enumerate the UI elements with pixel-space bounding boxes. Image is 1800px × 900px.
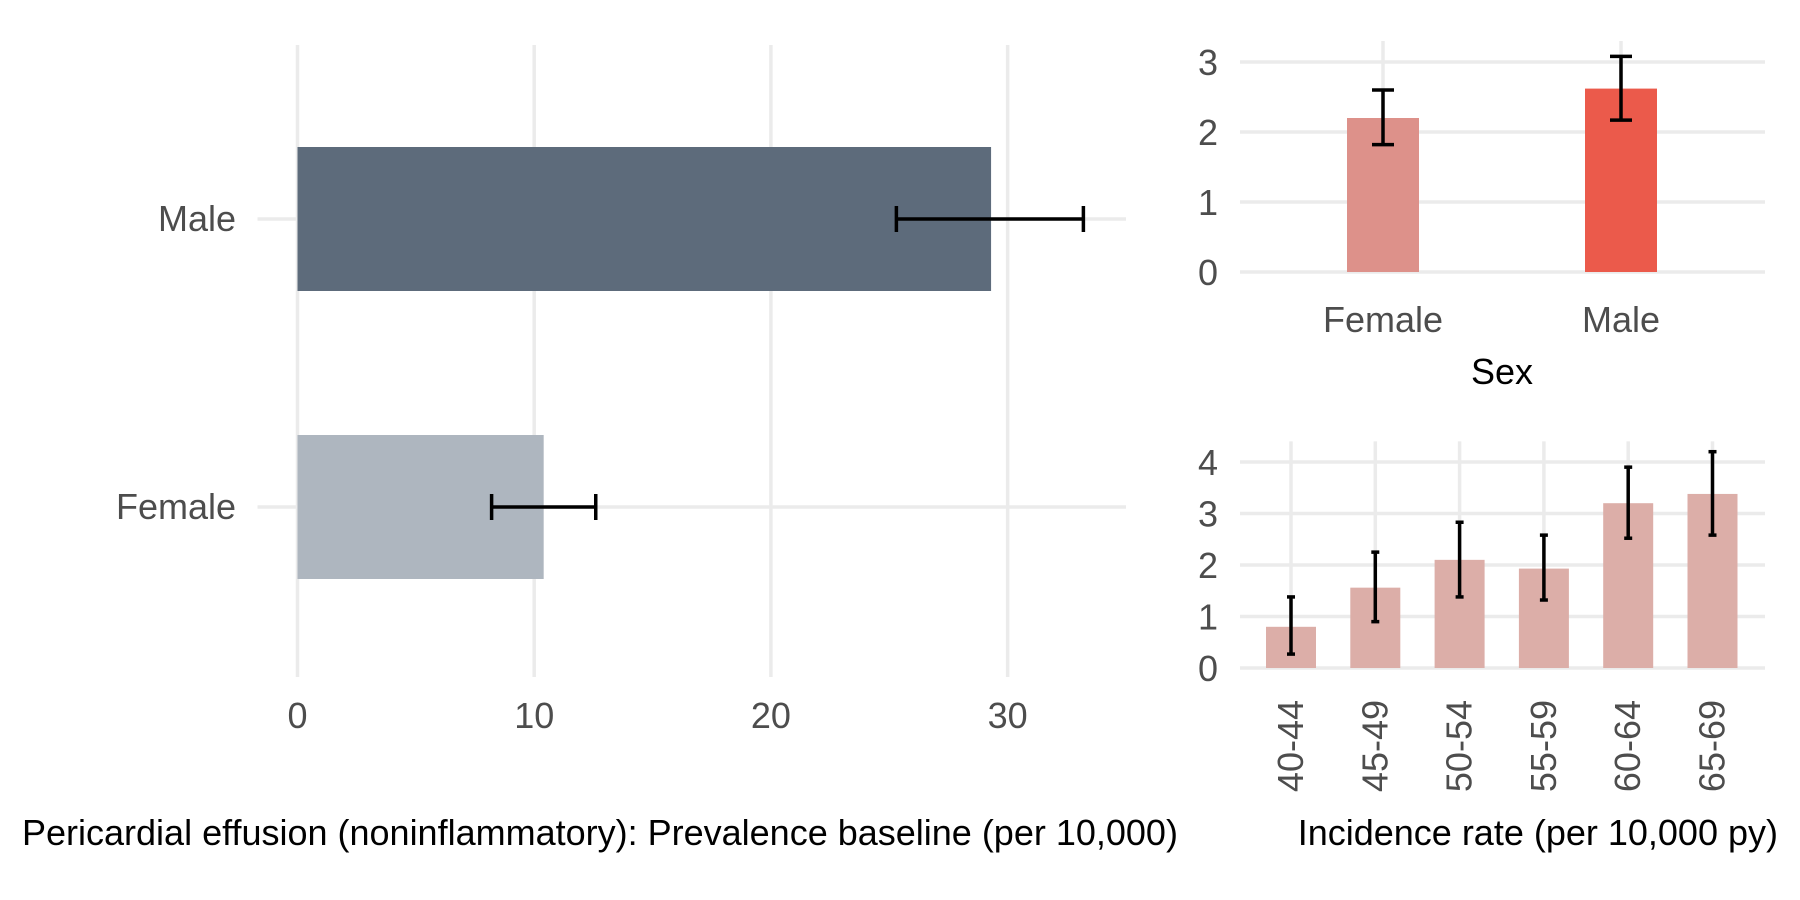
x-tick-label: 55-59 [1523,700,1564,792]
x-tick-label: 40-44 [1270,700,1311,792]
x-tick-label: Female [1323,299,1443,340]
x-axis-title: Incidence rate (per 10,000 py) [1298,812,1778,853]
y-tick-label: 2 [1198,545,1218,586]
y-tick-label: 0 [1198,252,1218,293]
y-tick-label: 4 [1198,442,1218,483]
age-incidence-panel: 0 1 2 3 4 40-44 45-49 50-54 55-59 60-64 65-69 Incid… [1198,441,1778,853]
x-tick-label: 30 [988,695,1028,736]
x-axis-title: Pericardial effusion (noninflammatory): … [22,812,1178,853]
y-tick-label: 2 [1198,112,1218,153]
y-tick-label: Female [116,486,236,527]
x-tick-label: 50-54 [1439,700,1480,792]
x-tick-label: 60-64 [1607,700,1648,792]
y-tick-label: 1 [1198,597,1218,638]
y-tick-label: 3 [1198,494,1218,535]
sex-incidence-panel: 0 1 2 3 Female Male Sex [1198,41,1765,392]
bar-male [297,147,992,291]
x-tick-label: 0 [287,695,307,736]
x-axis-title: Sex [1471,351,1533,392]
x-tick-label: 45-49 [1354,700,1395,792]
x-tick-label: Male [1582,299,1660,340]
prevalence-panel: Female Male 0 10 20 30 Pericardial effusion (n… [22,45,1178,853]
x-tick-label: 20 [751,695,791,736]
x-tick-label: 10 [514,695,554,736]
y-tick-label: Male [158,198,236,239]
y-tick-label: 3 [1198,42,1218,83]
y-tick-label: 0 [1198,648,1218,689]
x-tick-label: 65-69 [1692,700,1733,792]
y-tick-label: 1 [1198,182,1218,223]
